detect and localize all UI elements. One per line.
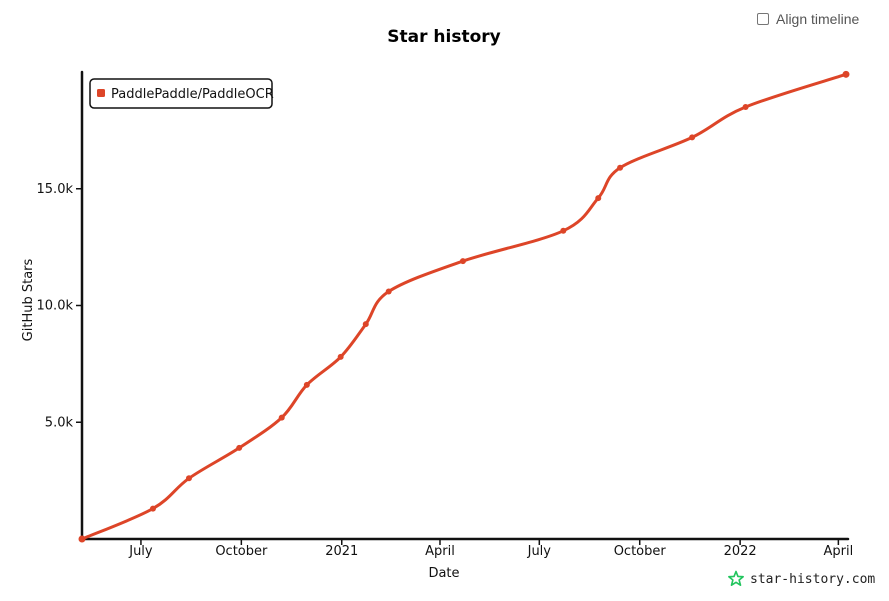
data-point[interactable] — [617, 164, 624, 171]
legend-box — [89, 78, 273, 109]
series-layer — [78, 70, 850, 543]
data-point[interactable] — [385, 288, 392, 295]
y-tick-label: 10.0k — [37, 299, 74, 314]
data-point[interactable] — [459, 258, 466, 265]
brand-watermark[interactable]: star-history.com — [727, 570, 875, 588]
align-timeline-label: Align timeline — [776, 11, 860, 27]
x-ticks: July October 2021 April July October 2022 April — [128, 539, 853, 559]
data-point[interactable] — [278, 414, 285, 421]
y-tick-label: 15.0k — [37, 182, 74, 197]
data-point[interactable] — [560, 227, 567, 234]
legend-label: PaddlePaddle/PaddleOCR — [111, 87, 274, 102]
series-line — [80, 72, 848, 541]
x-axis-label: Date — [428, 566, 459, 581]
data-point[interactable] — [78, 535, 86, 543]
data-point[interactable] — [236, 444, 243, 451]
data-point[interactable] — [185, 475, 192, 482]
y-ticks: 5.0k 10.0k 15.0k — [37, 182, 82, 430]
data-point[interactable] — [595, 195, 602, 202]
y-tick-label: 5.0k — [45, 415, 74, 430]
data-point[interactable] — [742, 104, 749, 111]
legend-swatch — [97, 89, 105, 97]
x-tick-label: 2022 — [724, 544, 757, 559]
legend: PaddlePaddle/PaddleOCR — [89, 78, 274, 109]
data-point[interactable] — [303, 381, 310, 388]
brand-text: star-history.com — [750, 571, 876, 587]
chart-title: Star history — [387, 27, 500, 47]
x-tick-label: April — [425, 544, 455, 559]
y-axis-label: GitHub Stars — [21, 258, 36, 341]
data-point[interactable] — [337, 353, 344, 360]
x-tick-label: October — [215, 544, 268, 559]
align-timeline-checkbox[interactable] — [757, 13, 769, 25]
x-tick-label: 2021 — [325, 544, 358, 559]
data-point[interactable] — [689, 134, 696, 141]
star-outline-icon — [728, 570, 744, 586]
data-point[interactable] — [842, 70, 850, 78]
x-tick-label: July — [527, 544, 552, 559]
x-tick-label: October — [614, 544, 667, 559]
data-point[interactable] — [362, 321, 369, 328]
x-tick-label: April — [824, 544, 854, 559]
align-timeline-toggle[interactable]: Align timeline — [757, 11, 859, 27]
data-point[interactable] — [149, 505, 156, 512]
x-tick-label: July — [128, 544, 153, 559]
